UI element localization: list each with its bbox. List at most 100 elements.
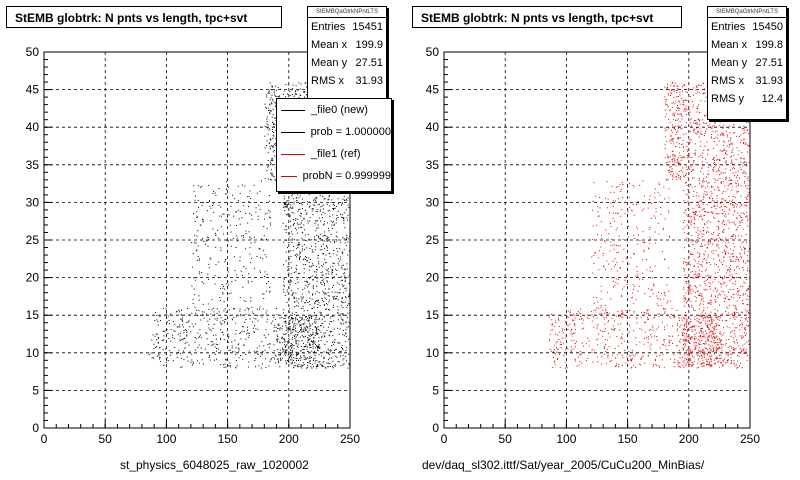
left-point-60 bbox=[270, 169, 272, 171]
left-point-2566 bbox=[239, 310, 241, 312]
left-point-1145 bbox=[311, 279, 313, 281]
right-point-1817 bbox=[692, 364, 693, 366]
left-point-2418 bbox=[200, 319, 202, 321]
left-point-2162 bbox=[189, 351, 191, 353]
right-point-486 bbox=[710, 264, 712, 265]
left-point-1882 bbox=[295, 341, 297, 342]
left-point-2054 bbox=[300, 350, 302, 352]
left-point-2400 bbox=[173, 338, 175, 340]
left-point-2063 bbox=[300, 324, 302, 326]
right-point-1205 bbox=[712, 199, 714, 201]
left-point-1870 bbox=[305, 329, 307, 331]
left-point-1516 bbox=[304, 280, 306, 282]
right-point-932 bbox=[718, 125, 720, 127]
left-point-2447 bbox=[182, 324, 184, 326]
left-point-2529 bbox=[203, 202, 205, 204]
right-point-290 bbox=[713, 342, 715, 344]
right-point-2015 bbox=[694, 347, 696, 349]
right-point-594 bbox=[735, 367, 737, 369]
right-point-634 bbox=[690, 300, 692, 302]
left-point-1664 bbox=[349, 233, 351, 235]
right-point-2004 bbox=[717, 318, 719, 320]
right-point-1878 bbox=[696, 367, 698, 369]
left-point-2275 bbox=[228, 335, 230, 337]
left-point-2357 bbox=[155, 333, 157, 335]
left-point-41 bbox=[274, 92, 275, 94]
left-point-1003 bbox=[317, 257, 319, 259]
left-point-1812 bbox=[308, 206, 310, 208]
right-point-1933 bbox=[685, 315, 687, 317]
right-point-51 bbox=[678, 177, 680, 179]
left-point-165 bbox=[268, 129, 270, 131]
right-point-1525 bbox=[719, 178, 721, 180]
right-point-1929 bbox=[719, 339, 720, 341]
right-point-641 bbox=[685, 281, 687, 283]
right-point-1268 bbox=[746, 211, 748, 213]
left-point-466 bbox=[325, 254, 327, 256]
right-point-1685 bbox=[710, 358, 712, 360]
left-point-2608 bbox=[245, 313, 247, 315]
right-point-78 bbox=[665, 136, 666, 138]
right-point-384 bbox=[711, 127, 713, 129]
right-point-1070 bbox=[736, 183, 738, 185]
right-point-1661 bbox=[686, 321, 688, 323]
right-point-653 bbox=[717, 294, 719, 296]
left-point-2089 bbox=[257, 353, 259, 355]
right-point-396 bbox=[730, 360, 732, 361]
right-point-344 bbox=[693, 128, 695, 130]
left-point-2372 bbox=[188, 320, 190, 322]
right-point-28 bbox=[668, 118, 670, 120]
left-point-687 bbox=[287, 266, 289, 268]
right-point-613 bbox=[685, 363, 687, 365]
left-point-1503 bbox=[295, 219, 297, 221]
left-point-802 bbox=[308, 201, 310, 203]
left-point-2140 bbox=[228, 337, 229, 339]
left-point-2409 bbox=[247, 329, 248, 331]
right-point-447 bbox=[699, 254, 701, 256]
right-point-1769 bbox=[747, 195, 749, 197]
left-point-1227 bbox=[302, 330, 304, 332]
left-point-24 bbox=[272, 108, 274, 110]
left-point-1787 bbox=[282, 94, 284, 95]
left-point-430 bbox=[296, 248, 298, 250]
right-point-1829 bbox=[718, 366, 720, 368]
left-point-1464 bbox=[342, 253, 344, 255]
left-point-1977 bbox=[285, 362, 287, 364]
left-point-2399 bbox=[264, 349, 266, 351]
right-point-833 bbox=[702, 245, 703, 247]
right-point-1334 bbox=[734, 342, 736, 344]
left-point-1723 bbox=[324, 293, 326, 295]
right-point-784 bbox=[713, 148, 714, 149]
left-point-476 bbox=[301, 367, 303, 369]
left-point-1961 bbox=[307, 331, 309, 333]
right-point-1707 bbox=[711, 238, 713, 240]
left-point-2206 bbox=[254, 360, 256, 361]
left-point-2694 bbox=[249, 190, 251, 192]
left-stats-row-rms-x: RMS x 31.93 bbox=[311, 75, 383, 87]
right-point-1431 bbox=[746, 187, 748, 189]
right-point-703 bbox=[723, 297, 725, 299]
right-point-647 bbox=[698, 276, 700, 278]
left-point-2546 bbox=[196, 259, 198, 261]
left-point-2707 bbox=[223, 233, 225, 235]
right-point-775 bbox=[738, 291, 740, 293]
left-point-1628 bbox=[296, 358, 298, 359]
left-point-1835 bbox=[288, 360, 290, 362]
right-point-1507 bbox=[691, 125, 692, 127]
right-point-1172 bbox=[730, 237, 732, 239]
right-point-1131 bbox=[719, 166, 721, 168]
right-point-1277 bbox=[735, 293, 737, 295]
right-point-1393 bbox=[722, 191, 724, 193]
left-point-1935 bbox=[307, 337, 309, 339]
right-point-1072 bbox=[742, 241, 744, 243]
right-point-1401 bbox=[732, 163, 734, 165]
right-point-577 bbox=[720, 315, 722, 316]
left-point-1852 bbox=[299, 325, 301, 327]
left-point-1766 bbox=[327, 353, 329, 355]
right-point-1701 bbox=[693, 129, 695, 131]
right-point-723 bbox=[724, 141, 726, 143]
right-point-1671 bbox=[739, 253, 741, 255]
left-point-2584 bbox=[207, 237, 209, 239]
right-point-367 bbox=[685, 339, 687, 341]
left-point-2034 bbox=[288, 356, 290, 358]
